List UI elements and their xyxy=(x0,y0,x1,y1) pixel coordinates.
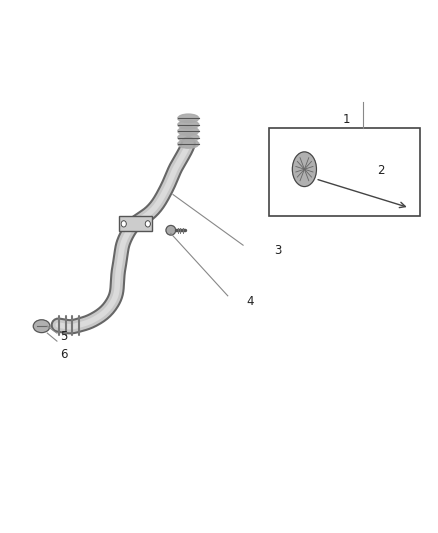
Ellipse shape xyxy=(166,225,176,235)
Bar xyxy=(269,128,420,216)
Ellipse shape xyxy=(292,152,316,187)
Ellipse shape xyxy=(33,320,50,333)
Circle shape xyxy=(145,221,150,227)
Text: 6: 6 xyxy=(60,348,67,361)
Ellipse shape xyxy=(178,127,199,135)
Ellipse shape xyxy=(178,140,199,148)
Ellipse shape xyxy=(178,133,199,142)
Text: 2: 2 xyxy=(377,164,385,177)
Circle shape xyxy=(121,221,127,227)
Ellipse shape xyxy=(178,114,199,123)
Text: 4: 4 xyxy=(246,295,254,308)
Text: 1: 1 xyxy=(342,114,350,126)
Text: 3: 3 xyxy=(275,244,282,257)
Bar xyxy=(119,216,152,231)
Ellipse shape xyxy=(178,120,199,129)
Text: 5: 5 xyxy=(60,330,67,343)
